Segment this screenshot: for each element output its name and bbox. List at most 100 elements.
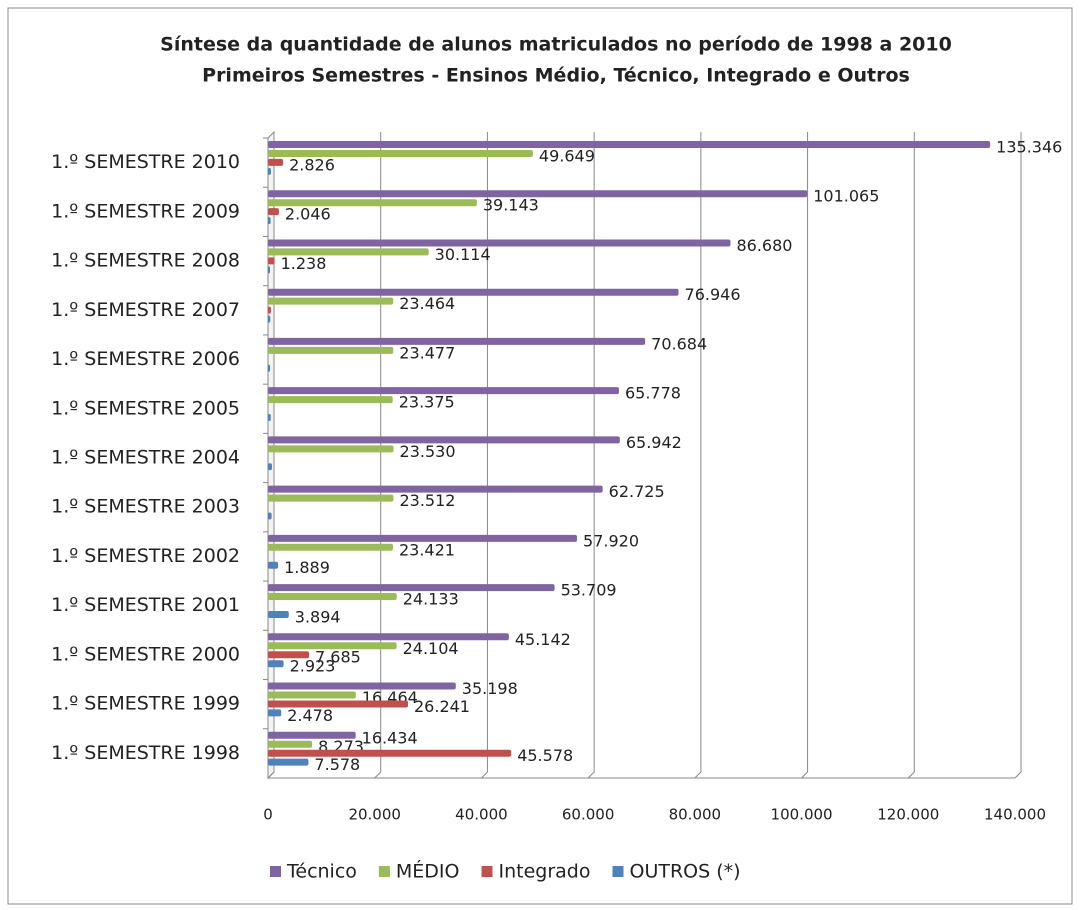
legend-swatch — [378, 866, 390, 877]
data-label: 101.065 — [813, 187, 879, 206]
bar — [268, 396, 393, 404]
chart-frame — [7, 7, 1073, 905]
bar — [268, 158, 284, 166]
y-tick-label: 1.º SEMESTRE 2009 — [51, 200, 240, 222]
bar — [268, 306, 271, 314]
legend-swatch — [270, 866, 281, 877]
bar — [268, 700, 409, 708]
x-tick-label: 100.000 — [771, 806, 833, 824]
data-label: 2.046 — [285, 205, 331, 224]
bar — [268, 660, 284, 668]
grid-line — [694, 132, 702, 779]
data-label: 3.894 — [295, 607, 341, 626]
bar — [268, 266, 270, 274]
bar — [268, 485, 603, 493]
x-tick-label: 60.000 — [562, 806, 615, 824]
bar — [268, 346, 394, 354]
data-label: 23.512 — [399, 491, 455, 510]
bar — [268, 167, 271, 175]
bar — [268, 731, 356, 739]
bar — [268, 494, 394, 502]
bar — [268, 217, 271, 225]
bar — [268, 199, 477, 207]
bar — [268, 633, 509, 641]
bar — [268, 543, 393, 551]
y-tick-label: 1.º SEMESTRE 2001 — [51, 594, 240, 616]
data-label: 24.104 — [403, 639, 459, 658]
bar — [268, 387, 619, 395]
data-label: 2.478 — [287, 706, 333, 725]
bar — [268, 297, 394, 305]
data-label: 23.530 — [400, 442, 456, 461]
legend-swatch — [481, 866, 493, 877]
bar — [268, 610, 289, 618]
bar — [268, 248, 429, 256]
data-label: 23.464 — [399, 294, 455, 313]
y-tick-label: 1.º SEMESTRE 2003 — [51, 496, 240, 518]
y-tick-label: 1.º SEMESTRE 2008 — [51, 250, 240, 272]
bar — [268, 190, 808, 198]
data-label: 30.114 — [435, 245, 491, 264]
data-label: 76.946 — [685, 285, 741, 304]
data-label: 62.725 — [609, 482, 665, 501]
legend-swatch — [612, 866, 624, 877]
bar — [268, 512, 272, 520]
data-label: 65.778 — [625, 384, 681, 403]
y-tick-label: 1.º SEMESTRE 2000 — [51, 643, 240, 665]
data-label: 35.198 — [462, 679, 518, 698]
data-label: 65.942 — [626, 433, 682, 452]
chart-subtitle: Primeiros Semestres - Ensinos Médio, Téc… — [202, 65, 910, 87]
bar — [268, 463, 272, 471]
y-tick-label: 1.º SEMESTRE 2004 — [51, 447, 240, 469]
data-label: 57.920 — [583, 531, 639, 550]
x-tick-label: 120.000 — [877, 806, 939, 824]
bar — [268, 651, 310, 659]
data-label: 16.434 — [362, 728, 418, 747]
data-label: 7.578 — [314, 755, 360, 774]
data-label: 7.685 — [315, 648, 361, 667]
data-label: 2.826 — [289, 155, 335, 174]
grid-line — [267, 132, 275, 779]
bar — [268, 337, 646, 345]
grid-line — [1014, 132, 1022, 779]
legend-label: OUTROS (*) — [630, 861, 741, 883]
legend-label: Integrado — [499, 861, 591, 883]
bar — [268, 149, 533, 157]
data-label: 45.578 — [517, 746, 573, 765]
bar — [268, 584, 555, 592]
data-label: 2.923 — [290, 657, 336, 676]
data-label: 45.142 — [515, 630, 571, 649]
data-label: 53.709 — [561, 581, 617, 600]
x-tick-label: 140.000 — [984, 806, 1046, 824]
bar — [268, 141, 991, 148]
grid-line — [907, 132, 915, 779]
bar — [268, 445, 394, 453]
bar — [268, 288, 679, 296]
grid-line — [481, 132, 488, 779]
bar — [268, 534, 578, 542]
y-tick-label: 1.º SEMESTRE 2007 — [51, 299, 240, 321]
data-label: 26.241 — [414, 697, 470, 716]
data-label: 23.375 — [399, 393, 455, 412]
bar — [268, 758, 309, 766]
bar — [268, 315, 271, 323]
bar — [268, 749, 512, 757]
legend-label: MÉDIO — [396, 860, 460, 883]
data-label: 23.477 — [399, 343, 455, 362]
bar — [268, 561, 279, 569]
y-tick-label: 1.º SEMESTRE 1998 — [51, 742, 240, 764]
data-label: 135.346 — [996, 138, 1062, 157]
y-tick-label: 1.º SEMESTRE 2006 — [51, 348, 240, 370]
bar — [268, 709, 282, 717]
bar — [268, 691, 356, 699]
bar — [268, 208, 279, 216]
data-label: 23.421 — [399, 540, 455, 559]
x-tick-label: 20.000 — [348, 806, 401, 824]
legend-label: Técnico — [286, 861, 357, 883]
bar — [268, 642, 397, 650]
x-tick-label: 0 — [263, 806, 273, 824]
grid-line — [374, 132, 382, 779]
data-label: 1.889 — [284, 558, 330, 577]
data-label: 24.133 — [403, 590, 459, 609]
